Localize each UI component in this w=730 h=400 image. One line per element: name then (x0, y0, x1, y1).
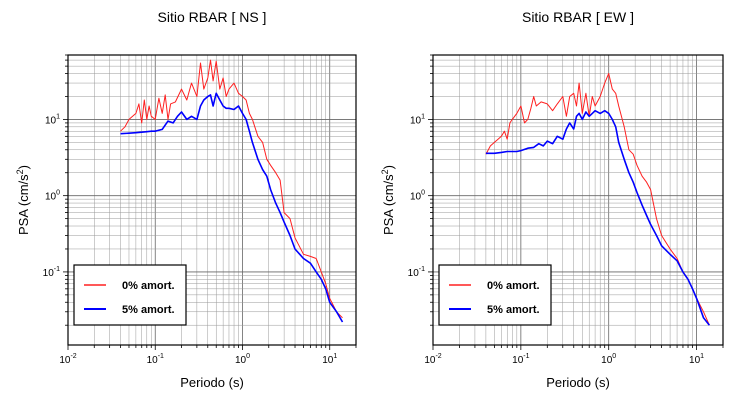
x-tick-label: 10-1 (147, 353, 164, 366)
y-tick-label: 100 (45, 190, 60, 203)
x-tick-label: 10-1 (512, 353, 529, 366)
legend-label: 0% amort. (122, 280, 175, 292)
grid-lines (432, 54, 724, 345)
y-tick-label: 10-1 (408, 266, 425, 279)
chart-panel-2: Sitio RBAR [ EW ] 10-2 10-1 100 101 10-1 100 10… (380, 9, 724, 390)
legend-label: 5% amort. (122, 304, 175, 316)
plot-frame (432, 54, 724, 346)
series-line-red (120, 59, 343, 319)
x-tick-label: 10-2 (424, 353, 441, 366)
legend: 0% amort. 5% amort. (438, 264, 552, 326)
x-tick-label: 10-2 (59, 353, 76, 366)
y-tick-label: 100 (410, 190, 425, 203)
y-tick-label: 10-1 (43, 266, 60, 279)
x-tick-label: 101 (322, 353, 337, 366)
legend-box (438, 264, 552, 326)
series-line-blue (120, 92, 344, 323)
y-tick-label: 101 (45, 113, 60, 126)
y-axis-label: PSA (cm/s2) (15, 165, 31, 235)
legend: 0% amort. 5% amort. (73, 264, 187, 326)
legend-box (73, 264, 187, 326)
x-tick-label: 101 (689, 353, 704, 366)
series-line-red (485, 73, 710, 326)
legend-label: 0% amort. (487, 280, 540, 292)
y-tick-label: 101 (410, 113, 425, 126)
grid-lines (67, 54, 357, 345)
chart-title: Sitio RBAR [ EW ] (522, 9, 634, 25)
x-axis-label: Periodo (s) (180, 375, 244, 390)
plot-frame (67, 54, 357, 346)
y-axis-label: PSA (cm/s2) (380, 165, 396, 235)
series-line-blue (485, 109, 711, 326)
chart-title: Sitio RBAR [ NS ] (158, 9, 267, 25)
x-axis-label: Periodo (s) (546, 375, 610, 390)
x-tick-label: 100 (601, 353, 616, 366)
x-tick-label: 100 (235, 353, 250, 366)
chart-panel-1: Sitio RBAR [ NS ] 10-2 10-1 100 101 10-1 100 10… (15, 9, 357, 390)
legend-label: 5% amort. (487, 304, 540, 316)
